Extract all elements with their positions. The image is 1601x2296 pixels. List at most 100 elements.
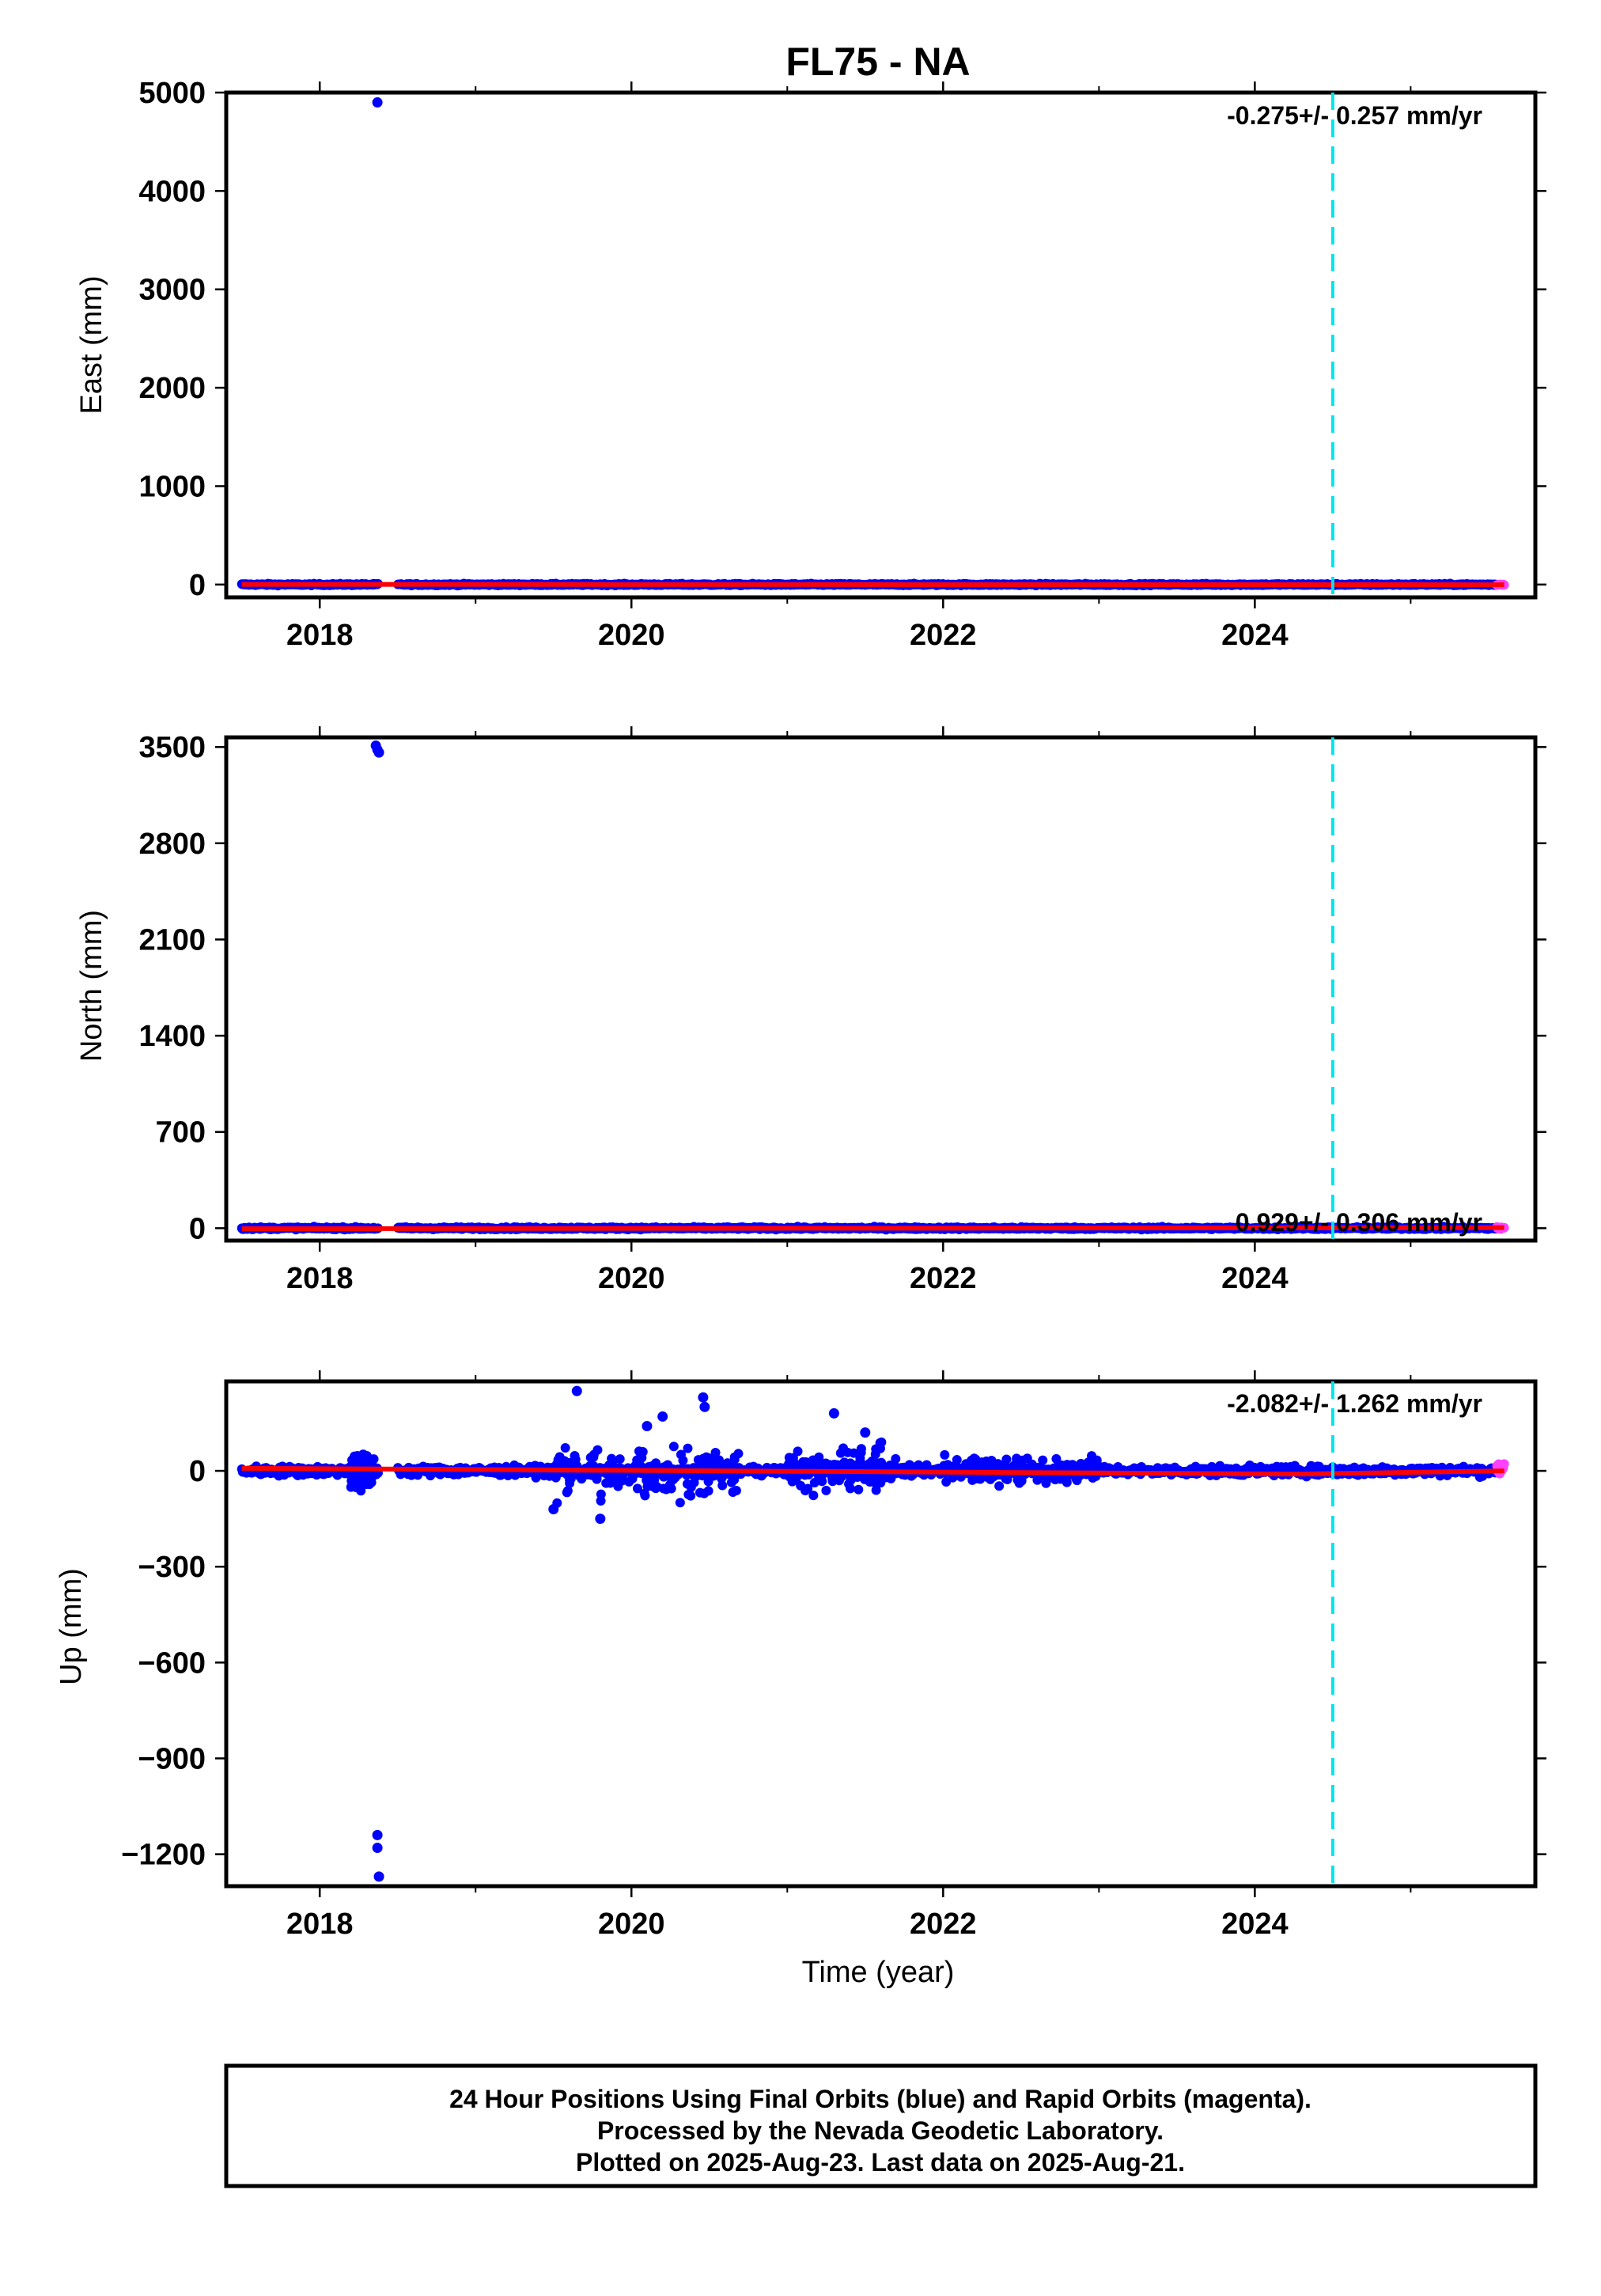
outlier-point [373, 1871, 384, 1882]
x-tick-label: 2020 [598, 1262, 665, 1295]
outlier-point [699, 1401, 710, 1412]
data-point [978, 1459, 988, 1469]
data-point [808, 1455, 818, 1465]
data-point [789, 1457, 799, 1468]
data-point [686, 1482, 696, 1492]
data-point [1002, 1475, 1012, 1485]
y-tick-label: 0 [189, 569, 206, 602]
trend-line [241, 1465, 1504, 1477]
data-point [846, 1472, 857, 1482]
data-point [698, 1453, 709, 1464]
y-tick-label: −300 [138, 1551, 206, 1584]
data-point [560, 1443, 570, 1453]
y-tick-label: 0 [189, 1455, 206, 1488]
data-point [842, 1447, 853, 1457]
data-point [675, 1498, 685, 1508]
data-point [361, 1450, 372, 1461]
x-tick-label: 2022 [910, 1262, 977, 1295]
data-point [565, 1457, 575, 1468]
outlier-point [372, 1829, 383, 1840]
outlier-point [373, 747, 384, 758]
data-point [1072, 1476, 1082, 1486]
plot-frame [224, 1379, 1538, 1889]
data-point [632, 1483, 642, 1494]
north-ylabel: North (mm) [75, 910, 108, 1062]
data-point [948, 1472, 958, 1483]
x-tick-label: 2018 [286, 1262, 354, 1295]
data-point [870, 1449, 880, 1459]
data-point [648, 1481, 658, 1491]
data-point [668, 1442, 679, 1452]
y-tick-label: 2800 [138, 828, 206, 861]
trend-line [241, 1225, 1504, 1232]
y-tick-label: 2100 [138, 923, 206, 957]
data-point [570, 1451, 580, 1461]
outlier-point [372, 1843, 383, 1854]
data-point [554, 1452, 565, 1462]
north-rate-label: 0.929+/- 0.306 mm/yr [1236, 1208, 1482, 1237]
data-point [566, 1473, 576, 1483]
data-point [869, 1461, 880, 1471]
y-tick-label: 4000 [138, 175, 206, 208]
x-tick-label: 2022 [910, 619, 977, 652]
data-point [1010, 1459, 1020, 1469]
data-point [1038, 1455, 1048, 1465]
plot-frame [224, 735, 1538, 1243]
y-tick-label: 1400 [138, 1020, 206, 1053]
data-point [634, 1446, 644, 1457]
data-point [589, 1449, 599, 1460]
up-rate-label: -2.082+/- 1.262 mm/yr [1227, 1389, 1482, 1418]
data-point [683, 1443, 693, 1453]
x-tick-label: 2024 [1221, 1908, 1289, 1941]
data-point [940, 1449, 950, 1460]
data-point [808, 1491, 819, 1501]
data-point [642, 1476, 652, 1486]
data-point [940, 1461, 950, 1472]
data-point [596, 1489, 606, 1499]
data-point [670, 1472, 680, 1483]
data-point [731, 1486, 741, 1496]
data-point [1051, 1453, 1062, 1464]
data-point [683, 1490, 694, 1500]
outlier-point [657, 1411, 668, 1422]
outlier-point [595, 1514, 606, 1525]
data-point [354, 1456, 364, 1466]
data-point [1499, 1459, 1509, 1469]
data-point [809, 1478, 819, 1488]
outlier-point [698, 1392, 709, 1403]
x-tick-label: 2018 [286, 1908, 354, 1941]
outlier-point [860, 1427, 871, 1438]
data-point [1092, 1460, 1103, 1470]
data-point [876, 1437, 887, 1447]
plot-frame [224, 90, 1538, 600]
y-tick-label: −600 [138, 1646, 206, 1680]
data-point [666, 1483, 676, 1494]
y-tick-label: −1200 [121, 1839, 206, 1872]
data-point [817, 1476, 827, 1487]
data-point [698, 1471, 708, 1481]
data-point [994, 1481, 1005, 1491]
data-point [605, 1478, 615, 1488]
data-point [562, 1486, 573, 1496]
data-point [676, 1449, 686, 1460]
y-tick-label: 1000 [138, 470, 206, 503]
data-point [624, 1476, 634, 1487]
data-point [1022, 1453, 1032, 1464]
x-tick-label: 2024 [1221, 1262, 1289, 1295]
plot-area [237, 740, 1509, 1235]
outlier-point [571, 1385, 582, 1396]
outlier-point [372, 97, 383, 108]
data-point [607, 1453, 617, 1464]
up-panel: 2018 2020 2022 2024−1200−900−600−3000 [121, 1370, 1546, 1941]
plot-area [237, 1385, 1509, 1882]
data-point [860, 1473, 870, 1483]
data-point [871, 1485, 881, 1495]
east-rate-label: -0.275+/- 0.257 mm/yr [1227, 101, 1482, 130]
data-point [717, 1473, 727, 1483]
x-tick-label: 2018 [286, 619, 354, 652]
footer-box [224, 2063, 1538, 2188]
y-tick-label: 3000 [138, 274, 206, 307]
data-point [356, 1486, 366, 1496]
